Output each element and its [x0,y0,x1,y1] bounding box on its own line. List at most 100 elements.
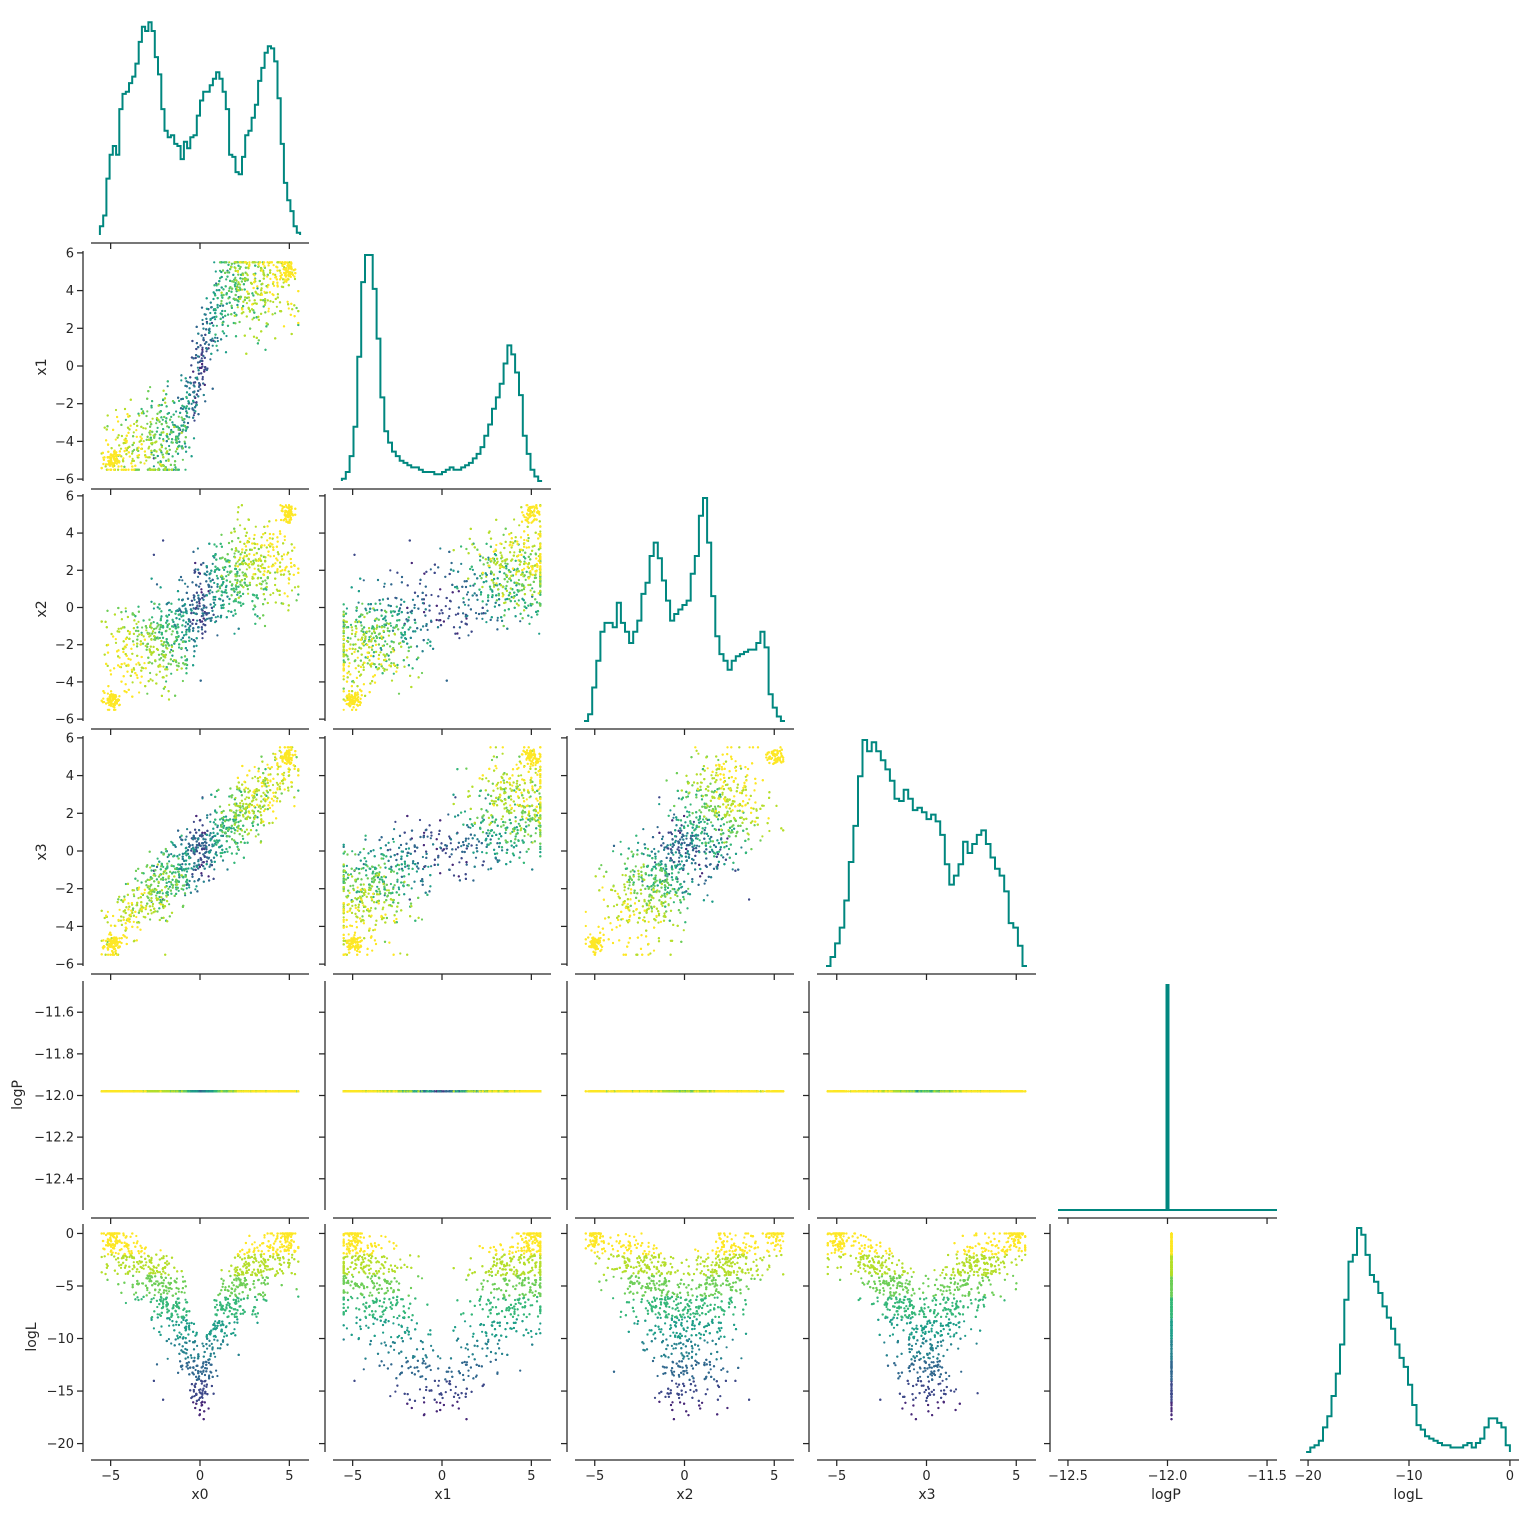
scatter-point [209,619,212,623]
scatter-point [276,285,279,288]
scatter-point [194,607,197,610]
scatter-point [283,278,286,281]
scatter-point [266,275,269,278]
scatter-point [214,270,217,273]
scatter-point [157,637,160,640]
scatter-point [227,573,230,576]
scatter-point [125,453,128,456]
scatter-point [137,620,140,624]
scatter-point [142,635,145,638]
scatter-point [220,275,223,279]
scatter-point [181,679,184,683]
scatter-point [204,630,207,633]
scatter-point [278,301,282,304]
scatter-point [202,382,205,385]
scatter-point [232,273,235,276]
scatter-point [252,608,255,611]
scatter-point [228,261,231,264]
scatter-point [252,559,255,562]
scatter-point [180,416,183,419]
scatter-point [279,561,282,564]
scatter-point [231,287,234,290]
scatter-point [181,631,184,634]
scatter-point [214,308,217,311]
scatter-point [137,605,140,608]
scatter-point [198,600,201,603]
scatter-point [293,564,296,568]
scatter-point [253,299,256,302]
scatter-point [186,421,190,425]
scatter-point [234,584,238,587]
scatter-point [215,545,218,548]
scatter-point [255,584,258,587]
scatter-point [234,598,237,601]
scatter-point [173,463,176,467]
scatter-point [197,332,200,335]
scatter-point [216,583,219,586]
scatter-point [171,421,174,424]
scatter-point [144,427,147,430]
scatter-point [275,305,278,308]
scatter-point [105,439,108,442]
scatter-point [169,418,172,421]
scatter-point [123,465,126,468]
scatter-point [264,560,267,563]
scatter-point [254,542,257,546]
scatter-point [264,298,267,301]
scatter-point [162,456,165,459]
scatter-point [152,621,155,624]
scatter-point [264,579,267,582]
scatter-point [123,407,127,411]
scatter-point [183,440,186,443]
scatter-point [202,561,205,565]
scatter-point [149,678,152,681]
scatter-point [162,643,165,646]
scatter-point [282,268,285,271]
scatter-point [102,456,105,459]
scatter-point [217,589,220,592]
scatter-point [197,568,200,571]
scatter-point [109,673,113,676]
scatter-point [147,438,150,441]
scatter-point [118,444,121,447]
scatter-point [289,271,292,274]
scatter-point [108,455,111,458]
scatter-point [182,611,185,614]
scatter-point [190,356,193,359]
scatter-point [230,290,233,293]
scatter-point [190,455,193,458]
scatter-point [225,579,228,582]
scatter-point [127,451,130,454]
scatter-point [283,261,286,264]
scatter-point [188,630,191,633]
scatter-point [226,269,229,272]
scatter-point [166,668,169,671]
scatter-point [247,592,250,595]
scatter-point [167,662,170,665]
scatter-point [124,468,127,471]
scatter-point [188,639,191,642]
scatter-point [224,558,227,561]
scatter-point [121,647,125,650]
scatter-point [151,632,154,635]
scatter-point [116,454,119,457]
scatter-point [167,601,170,604]
scatter-point [212,605,215,608]
scatter-point [129,674,132,677]
scatter-point [226,324,230,327]
scatter-point [160,423,163,426]
scatter-point [192,370,195,373]
scatter-point [218,269,222,272]
scatter-point [220,590,223,593]
scatter-point [125,434,128,437]
scatter-point [180,656,183,659]
scatter-point [245,568,248,571]
scatter-point [205,307,208,310]
scatter-point [201,375,204,379]
scatter-point [137,446,140,449]
scatter-point [214,595,217,599]
scatter-point [164,468,167,471]
scatter-point [107,685,110,688]
scatter-point [185,391,189,394]
scatter-point [110,462,113,466]
